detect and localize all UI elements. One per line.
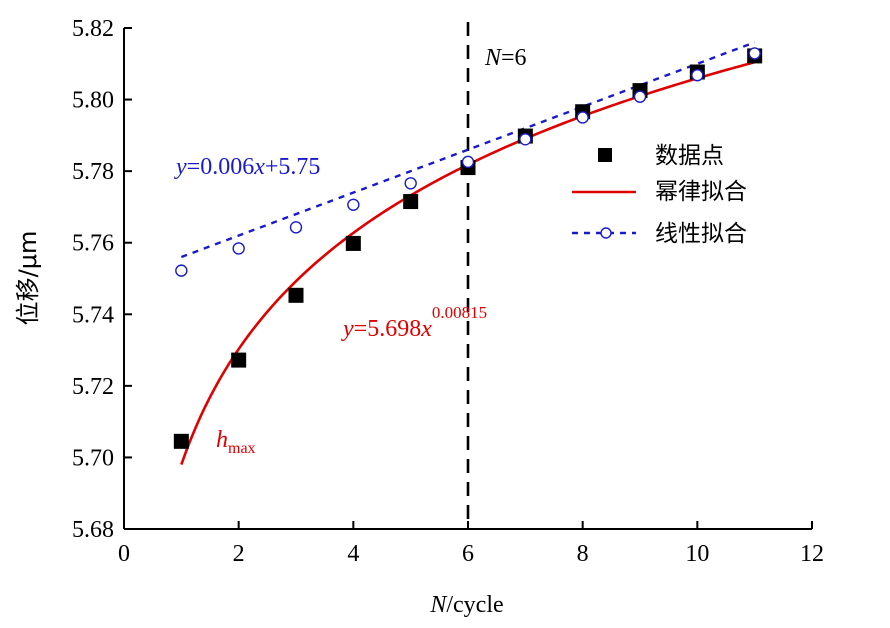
power-fit-equation: y=5.698x0.00815 — [341, 303, 487, 342]
linear-fit-point — [289, 221, 303, 234]
x-tick-label: 10 — [685, 541, 709, 567]
vline-label: N=6 — [484, 45, 527, 71]
linear-fit-point — [633, 90, 647, 103]
y-tick-label: 5.68 — [72, 517, 114, 543]
x-tick-label: 4 — [347, 541, 359, 567]
data-point — [231, 352, 247, 368]
linear-fit-point — [576, 111, 589, 124]
linear-fit-point — [691, 69, 704, 82]
legend-label-points: 数据点 — [655, 143, 724, 169]
y-axis-title: 位移/μm — [14, 231, 42, 326]
legend-marker-points — [598, 148, 612, 162]
legend-label-linear: 线性拟合 — [655, 221, 747, 247]
x-tick-label: 8 — [577, 541, 589, 567]
legend-label-power: 幂律拟合 — [655, 179, 747, 205]
x-tick-label: 6 — [462, 541, 474, 567]
hmax-label: hmax — [216, 427, 256, 457]
y-tick-label: 5.70 — [72, 445, 114, 471]
x-axis-title: N/cycle — [429, 592, 503, 618]
data-point — [173, 433, 189, 449]
y-tick-label: 5.82 — [72, 16, 114, 42]
x-tick-label: 0 — [118, 541, 130, 567]
linear-fit-equation: y=0.006x+5.75 — [174, 154, 320, 180]
linear-fit-point — [175, 264, 188, 277]
y-tick-label: 5.80 — [72, 88, 114, 114]
y-tick-label: 5.72 — [72, 374, 114, 400]
linear-fit-point — [461, 155, 475, 169]
legend-marker-linear — [600, 227, 612, 239]
linear-fit-point — [748, 47, 761, 60]
y-tick-label: 5.76 — [72, 231, 114, 257]
y-tick-label: 5.78 — [72, 159, 114, 185]
linear-fit-point — [519, 133, 532, 146]
y-tick-label: 5.74 — [72, 302, 114, 328]
data-points-series — [173, 47, 763, 449]
axes: 0 2 4 6 8 10 12 5.68 5.70 5.72 5.74 5.76 5.78 5.80 5.8… — [72, 16, 824, 567]
linear-fit-point — [347, 198, 360, 211]
x-tick-label: 2 — [233, 541, 245, 567]
legend: 数据点 幂律拟合 线性拟合 — [572, 143, 747, 247]
x-tick-label: 12 — [800, 541, 824, 567]
linear-fit-point — [404, 177, 417, 190]
data-point — [403, 194, 419, 210]
data-point — [345, 235, 361, 251]
data-point — [288, 287, 304, 303]
linear-fit-point — [232, 242, 245, 255]
